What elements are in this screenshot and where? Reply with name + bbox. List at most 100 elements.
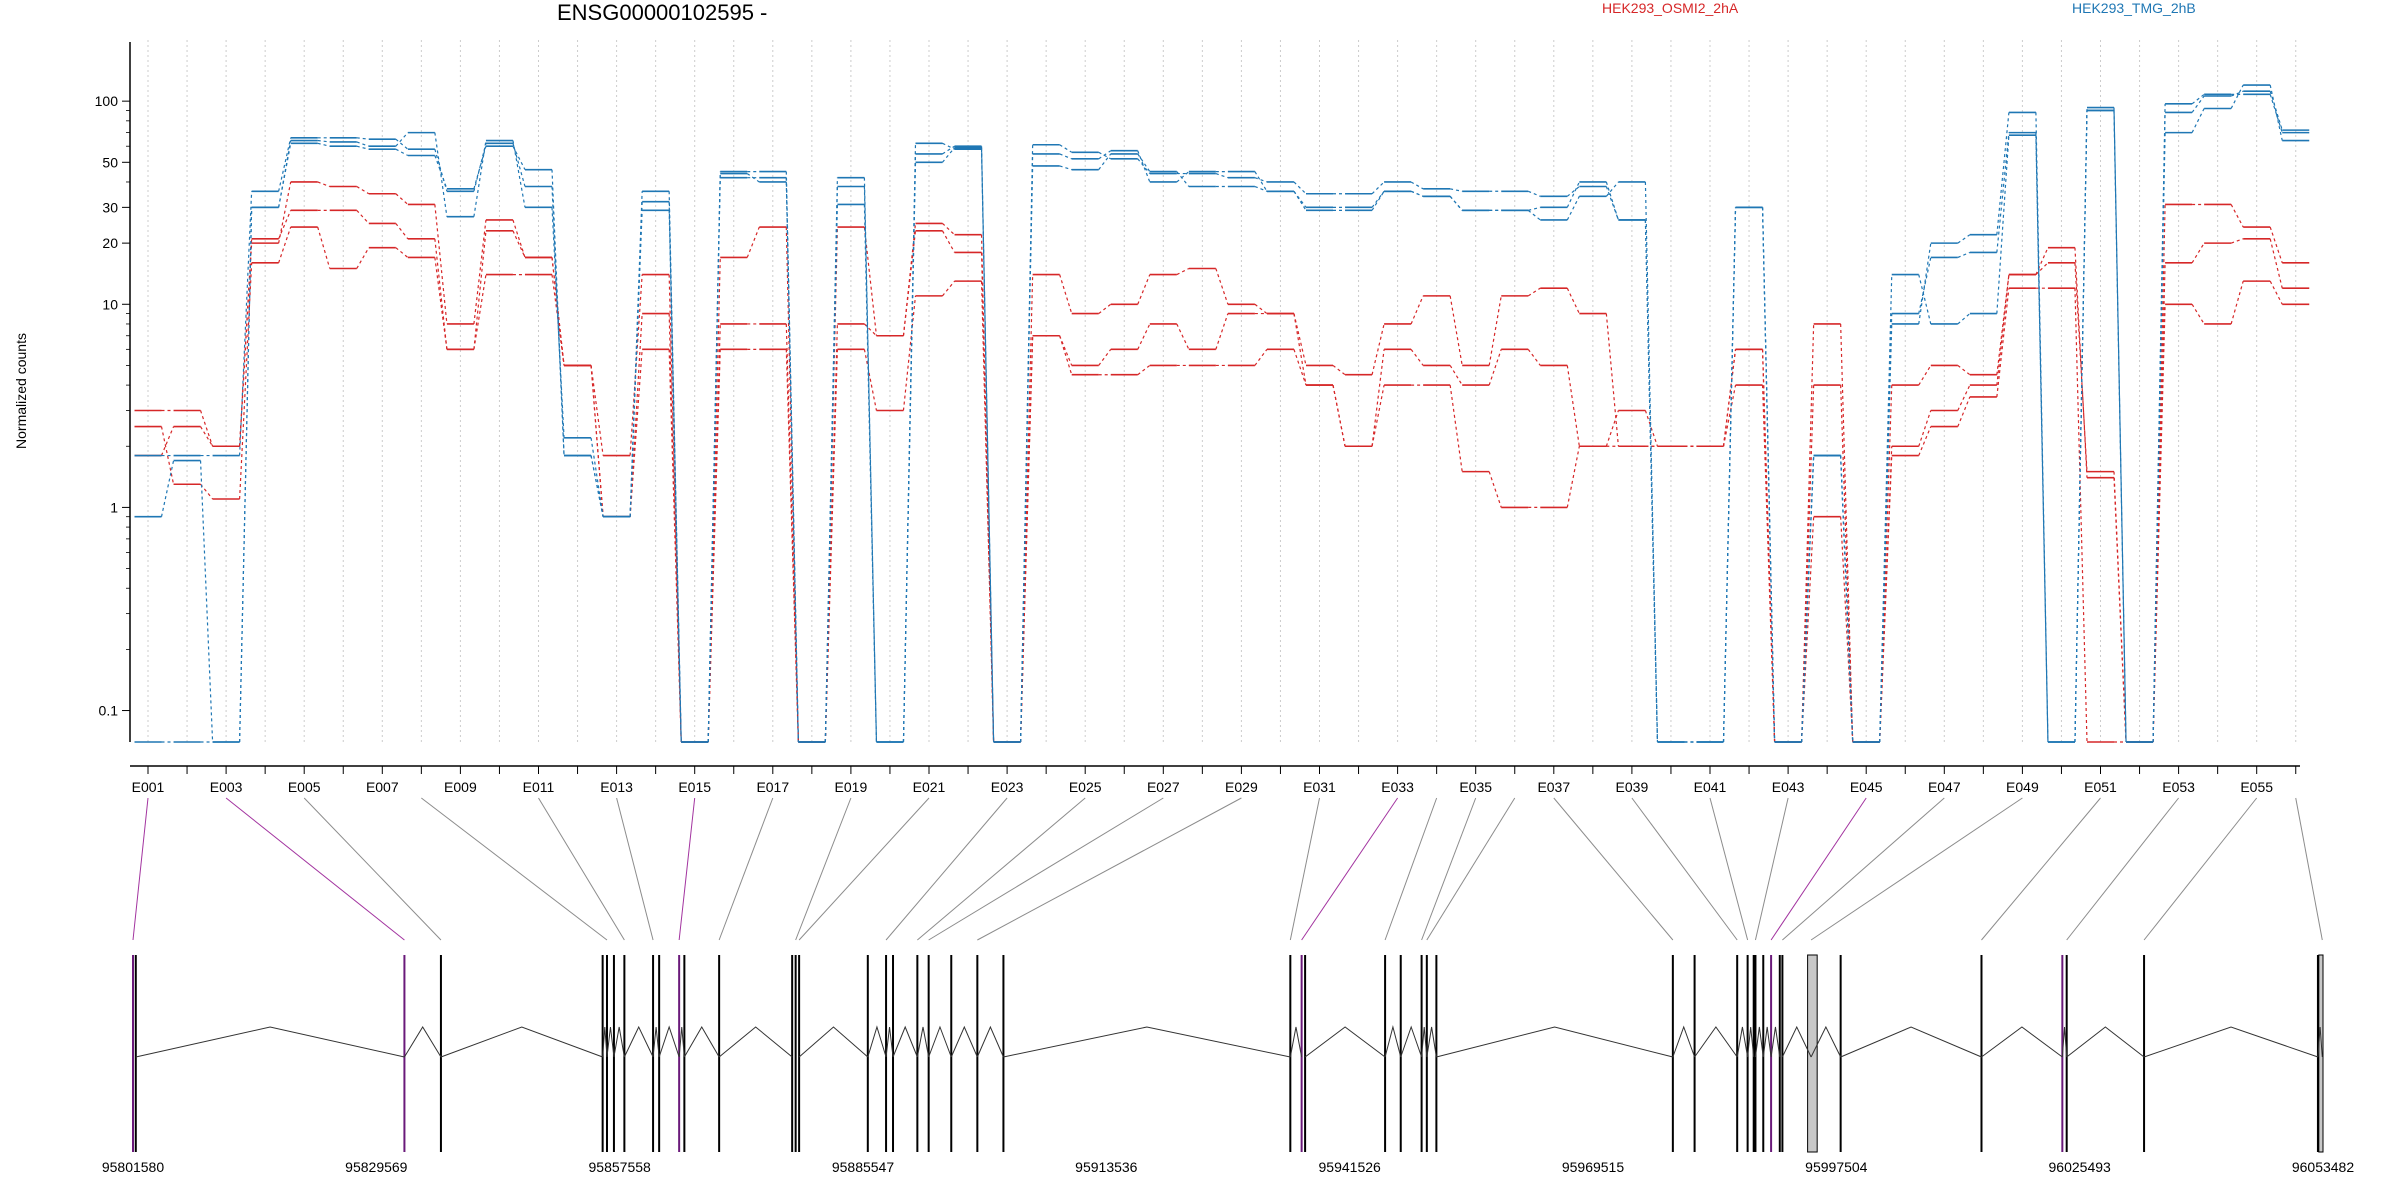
intron-line	[1436, 1026, 1673, 1058]
intron-line	[683, 1026, 720, 1058]
exon-link	[885, 797, 1008, 941]
intron-line	[976, 1025, 1004, 1058]
intron-line	[2317, 1026, 2323, 1058]
legend-series-a: HEK293_OSMI2_2hA	[1602, 0, 1739, 16]
intron-line	[1421, 1026, 1428, 1058]
x-tick-label: E013	[600, 779, 633, 795]
exon-link	[421, 797, 608, 941]
x-tick-label: E045	[1850, 779, 1883, 795]
genomic-tick-label: 96025493	[2049, 1159, 2112, 1175]
exon-link	[132, 797, 149, 941]
intron-line	[652, 1026, 660, 1058]
exon-link	[1553, 797, 1674, 941]
exon-link	[1289, 797, 1320, 941]
exon-link	[718, 797, 774, 941]
exon-link	[928, 797, 1164, 941]
exon-link	[795, 797, 852, 941]
intron-line	[950, 1025, 978, 1058]
y-tick-label: 20	[102, 235, 118, 251]
legend-series-b: HEK293_TMG_2hB	[2072, 0, 2196, 16]
genomic-tick-label: 95801580	[102, 1159, 165, 1175]
intron-line	[658, 1025, 680, 1058]
exon-link	[917, 797, 1086, 941]
exon-link	[1770, 797, 1867, 941]
x-tick-label: E015	[678, 779, 711, 795]
genomic-tick-label: 95857558	[589, 1159, 652, 1175]
intron-line	[403, 1026, 442, 1058]
exon-link	[1301, 797, 1399, 941]
intron-line	[2061, 1026, 2068, 1058]
series-1-connector	[161, 84, 2283, 743]
intron-line	[1781, 1025, 1812, 1058]
x-tick-label: E051	[2084, 779, 2117, 795]
x-tick-label: E049	[2006, 779, 2039, 795]
exon-link	[1709, 797, 1749, 941]
exon-link	[1384, 797, 1438, 941]
y-tick-label: 10	[102, 296, 118, 312]
intron-line	[1003, 1026, 1291, 1058]
x-tick-label: E043	[1772, 779, 1805, 795]
intron-line	[613, 1026, 625, 1058]
y-tick-label: 1	[110, 499, 118, 515]
intron-line	[1747, 1026, 1755, 1058]
genomic-tick-label: 95941526	[1319, 1159, 1382, 1175]
intron-line	[678, 1026, 685, 1058]
y-axis-label: Normalized counts	[13, 333, 29, 449]
intron-line	[1754, 1026, 1764, 1058]
x-tick-label: E033	[1381, 779, 1414, 795]
intron-line	[1694, 1026, 1738, 1058]
y-tick-label: 30	[102, 199, 118, 215]
intron-line	[1981, 1026, 2063, 1058]
genomic-tick-label: 95969515	[1562, 1159, 1625, 1175]
intron-line	[1762, 1026, 1772, 1058]
exon-link	[1782, 797, 1945, 941]
intron-line	[602, 1026, 608, 1058]
exon-block	[2318, 954, 2324, 1153]
series-0-connector	[160, 226, 2283, 743]
x-tick-label: E039	[1616, 779, 1649, 795]
exon-link	[616, 797, 654, 941]
exon-link	[1810, 797, 2023, 941]
x-tick-label: E023	[991, 779, 1024, 795]
series-1-connector	[161, 90, 2283, 743]
exon-link	[2143, 797, 2258, 941]
series-0-connector	[160, 209, 2283, 743]
x-tick-label: E031	[1303, 779, 1336, 795]
x-tick-label: E021	[913, 779, 946, 795]
exon-link	[1426, 797, 1516, 941]
intron-line	[867, 1025, 887, 1058]
y-tick-label: 0.1	[99, 703, 119, 719]
x-tick-label: E041	[1694, 779, 1727, 795]
x-tick-label: E025	[1069, 779, 1102, 795]
intron-line	[2066, 1026, 2145, 1058]
intron-line	[916, 1026, 930, 1058]
x-tick-label: E047	[1928, 779, 1961, 795]
x-tick-label: E001	[132, 779, 165, 795]
exon-link	[1981, 797, 2101, 941]
genomic-tick-label: 95829569	[345, 1159, 408, 1175]
intron-line	[1400, 1025, 1423, 1058]
genomic-tick-label: 95885547	[832, 1159, 895, 1175]
intron-line	[1840, 1026, 1982, 1058]
x-tick-label: E003	[210, 779, 243, 795]
exon-link	[1631, 797, 1738, 941]
intron-line	[718, 1026, 793, 1058]
y-tick-label: 50	[102, 154, 118, 170]
intron-line	[1426, 1026, 1437, 1058]
intron-line	[606, 1026, 615, 1058]
genomic-tick-label: 96053482	[2292, 1159, 2355, 1175]
genomic-tick-label: 95913536	[1075, 1159, 1138, 1175]
intron-line	[928, 1025, 952, 1058]
x-tick-label: E019	[835, 779, 868, 795]
intron-line	[2143, 1026, 2319, 1058]
exon-link	[1754, 797, 1789, 941]
x-tick-label: E011	[523, 779, 555, 795]
intron-line	[798, 1026, 869, 1058]
exon-link	[303, 797, 442, 941]
exon-link	[225, 797, 405, 941]
intron-line	[1770, 1026, 1781, 1058]
x-tick-label: E005	[288, 779, 321, 795]
x-tick-label: E027	[1147, 779, 1180, 795]
exon-link	[977, 797, 1242, 941]
x-tick-label: E035	[1459, 779, 1492, 795]
